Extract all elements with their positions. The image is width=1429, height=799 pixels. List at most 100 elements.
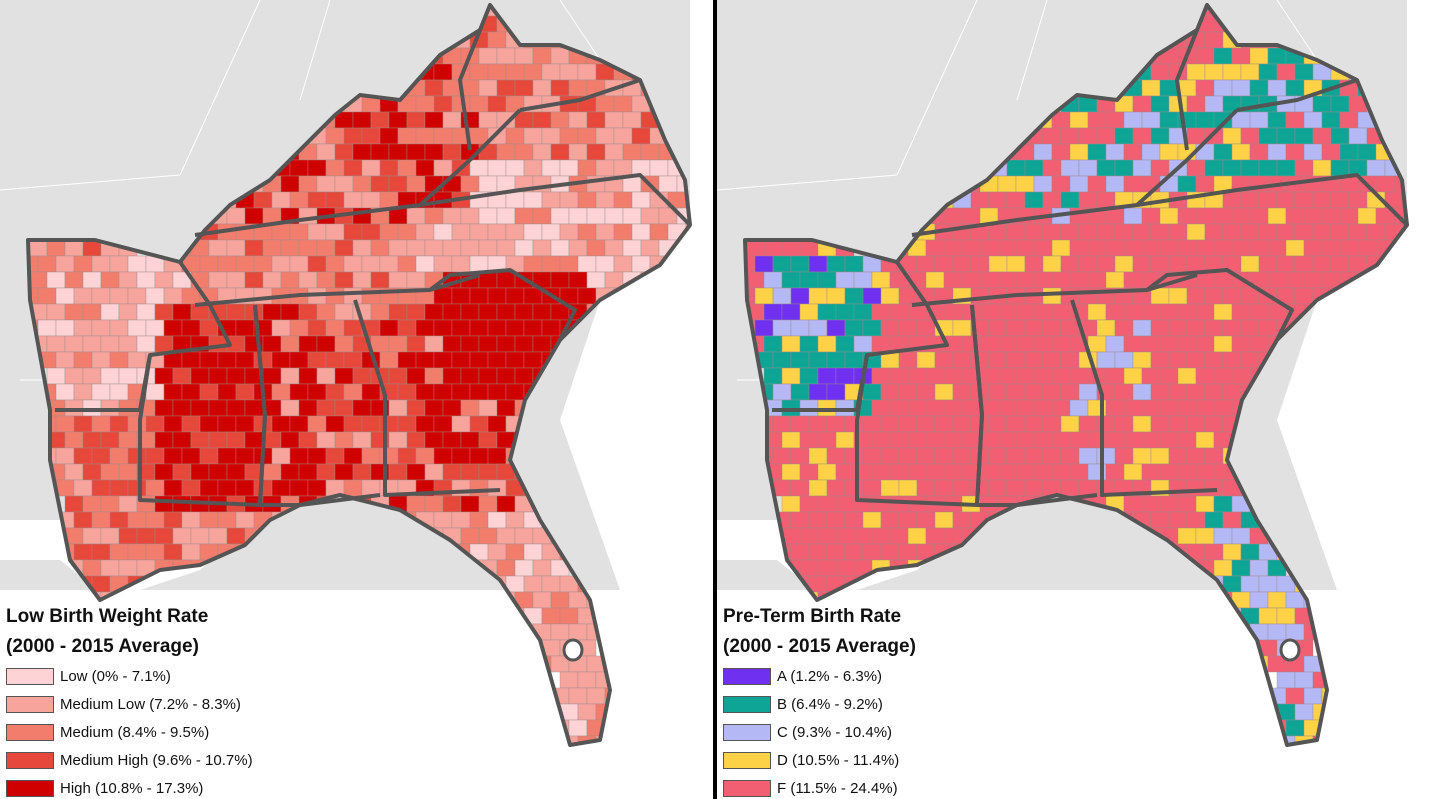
county-cell: [406, 495, 426, 513]
state-boundary: [55, 260, 232, 412]
county-cell: [226, 303, 246, 321]
county-cell: [424, 367, 444, 385]
county-cell: [595, 127, 615, 145]
county-cell: [253, 255, 273, 273]
county-cell: [1150, 351, 1170, 369]
county-cell: [559, 63, 579, 81]
county-cell: [289, 191, 309, 209]
pre-term-birth-map: [717, 0, 1429, 799]
county-cell: [1231, 367, 1251, 385]
county-cell: [835, 431, 855, 449]
county-cell: [1213, 559, 1233, 577]
legend-swatch: [723, 667, 771, 685]
county-cell: [541, 127, 561, 145]
county-cell: [1267, 79, 1287, 97]
county-cell: [181, 319, 201, 337]
county-cell: [1285, 239, 1305, 257]
county-cell: [541, 223, 561, 241]
county-cell: [1123, 207, 1143, 225]
county-cell: [1096, 319, 1116, 337]
county-cell: [325, 127, 345, 145]
county-cell: [1141, 143, 1161, 161]
county-cell: [343, 319, 363, 337]
county-cell: [925, 399, 945, 417]
county-cell: [1105, 111, 1125, 129]
county-cell: [1375, 175, 1395, 193]
county-cell: [91, 511, 111, 529]
county-cell: [1159, 303, 1179, 321]
county-cell: [835, 271, 855, 289]
county-cell: [154, 527, 174, 545]
county-cell: [1186, 127, 1206, 145]
county-cell: [1114, 415, 1134, 433]
county-cell: [889, 399, 909, 417]
county-cell: [280, 303, 300, 321]
county-cell: [844, 479, 864, 497]
county-cell: [1024, 351, 1044, 369]
county-cell: [835, 367, 855, 385]
county-cell: [91, 287, 111, 305]
county-cell: [1168, 287, 1188, 305]
county-cell: [1141, 207, 1161, 225]
legend-label: C (9.3% - 10.4%): [777, 723, 893, 741]
county-cell: [1294, 127, 1314, 145]
county-cell: [1006, 223, 1026, 241]
county-cell: [244, 271, 264, 289]
county-cell: [1330, 191, 1350, 209]
county-cell: [1276, 159, 1296, 177]
county-cell: [307, 447, 327, 465]
county-cell: [1312, 223, 1332, 241]
county-cell: [91, 383, 111, 401]
county-cell: [835, 495, 855, 513]
county-cell: [1114, 319, 1134, 337]
county-cell: [808, 575, 828, 593]
county-cell: [1060, 479, 1080, 497]
county-cell: [1285, 111, 1305, 129]
county-cell: [514, 367, 534, 385]
county-cell: [1366, 159, 1386, 177]
county-cell: [808, 415, 828, 433]
county-cell: [469, 383, 489, 401]
county-cell: [352, 239, 372, 257]
county-cell: [307, 319, 327, 337]
county-cell: [325, 191, 345, 209]
county-cell: [235, 447, 255, 465]
county-cell: [532, 79, 552, 97]
county-cell: [1312, 127, 1332, 145]
county-cell: [1096, 415, 1116, 433]
county-cell: [1177, 431, 1197, 449]
county-cell: [109, 319, 129, 337]
county-cell: [343, 351, 363, 369]
county-cell: [298, 271, 318, 289]
county-cell: [1195, 207, 1215, 225]
county-cell: [406, 367, 426, 385]
county-cell: [1087, 303, 1107, 321]
county-cell: [862, 479, 882, 497]
county-cell: [172, 367, 192, 385]
county-cell: [1231, 47, 1251, 65]
county-cell: [889, 367, 909, 385]
county-cell: [505, 543, 525, 561]
county-cell: [487, 447, 507, 465]
county-cell: [835, 559, 855, 577]
county-cell: [1321, 271, 1341, 289]
county-cell: [100, 431, 120, 449]
county-cell: [406, 207, 426, 225]
county-cell: [271, 351, 291, 369]
county-cell: [442, 207, 462, 225]
county-cell: [808, 479, 828, 497]
state-boundary: [194, 273, 481, 307]
county-cell: [478, 335, 498, 353]
county-cell: [514, 143, 534, 161]
county-cell: [289, 319, 309, 337]
county-cell: [226, 399, 246, 417]
county-cell: [1006, 191, 1026, 209]
county-cell: [790, 479, 810, 497]
county-cell: [469, 127, 489, 145]
county-cell: [118, 559, 138, 577]
county-cell: [487, 479, 507, 497]
county-cell: [496, 335, 516, 353]
county-cell: [577, 703, 597, 721]
county-cell: [343, 223, 363, 241]
county-cell: [1150, 127, 1170, 145]
